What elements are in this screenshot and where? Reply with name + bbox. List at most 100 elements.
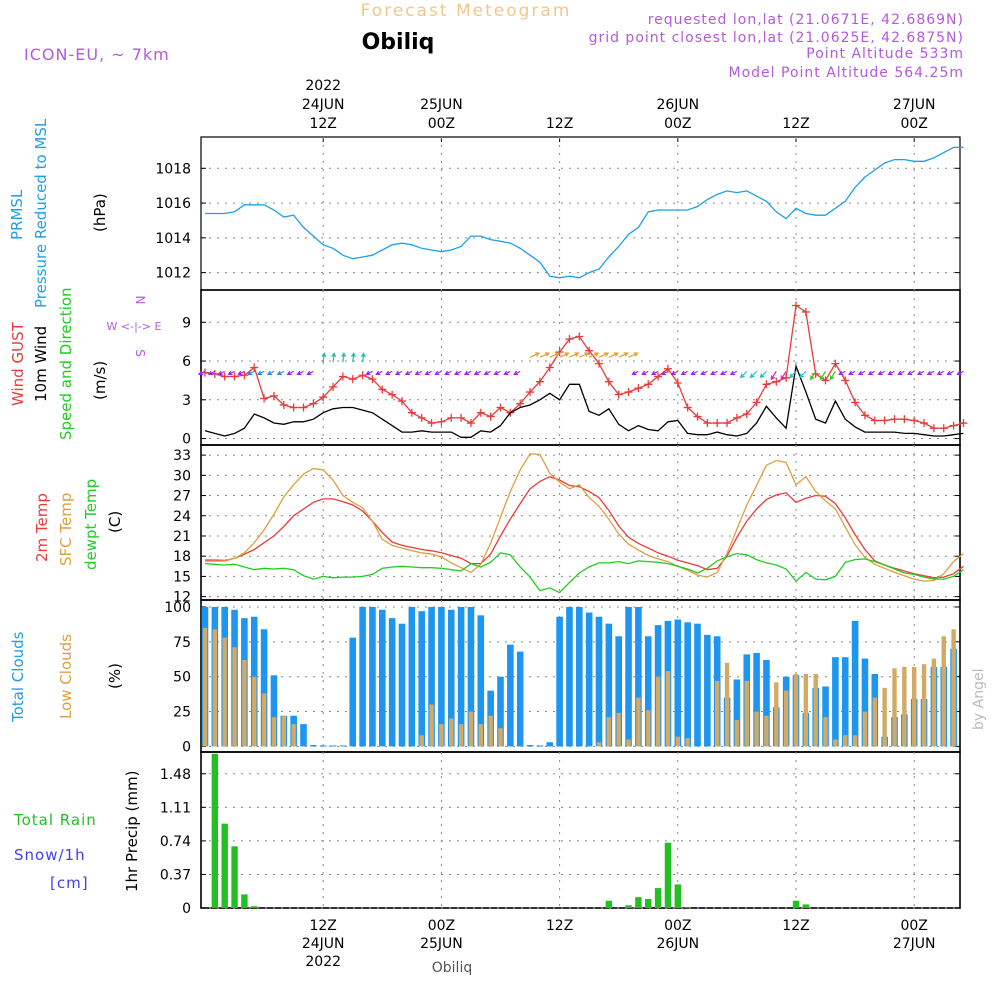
wind-arrow-icon (936, 370, 945, 376)
wind-arrow-icon (306, 370, 314, 376)
gust-marker (299, 403, 308, 412)
total-clouds-bar (595, 616, 603, 747)
low-clouds-bar (941, 636, 946, 747)
gust-marker (624, 388, 633, 397)
wind-arrow-icon (529, 352, 541, 358)
total-clouds-bar (625, 606, 632, 747)
gust-marker (851, 398, 860, 407)
panel-frame (200, 289, 961, 446)
total-clouds-bar (841, 657, 849, 747)
low-clouds-bar (202, 627, 208, 747)
wind-arrow-icon (197, 370, 206, 376)
ytick-label: 1014 (155, 231, 191, 247)
total-clouds-bar (507, 644, 514, 747)
top-axis-label: 00Z (428, 116, 455, 132)
total-clouds-label: Total Clouds (9, 631, 27, 723)
wind-arrow-icon (847, 370, 856, 376)
low-clouds-bar (685, 738, 690, 747)
total-clouds-bar (694, 623, 701, 747)
gust-marker (220, 372, 229, 381)
ytick-label: 30 (173, 468, 191, 484)
wind-arrow-icon (867, 370, 876, 376)
ytick-label: 1016 (155, 196, 191, 212)
pressure-label-2: Pressure Reduced to MSL (32, 118, 50, 308)
gust-marker (831, 359, 840, 368)
series-line-sfc-temp (205, 453, 964, 582)
top-axis-label: 00Z (664, 116, 691, 132)
low-clouds-bar (606, 717, 612, 747)
ytick-label: 24 (173, 509, 191, 525)
wind-arrow-icon (926, 370, 935, 376)
snow-unit-label: [cm] (50, 874, 89, 892)
total-clouds-bar (704, 634, 711, 747)
low-clouds-bar (764, 715, 769, 747)
total-clouds-bar (546, 742, 554, 747)
wind-arrow-icon (493, 370, 501, 376)
ytick-label: 33 (173, 448, 191, 464)
wind-arrow-icon (719, 370, 728, 376)
ytick-label: 1.11 (160, 800, 191, 816)
low-clouds-bar (783, 690, 789, 747)
low-clouds-bar (852, 735, 858, 747)
wind-arrow-icon (237, 370, 245, 376)
compass-south-label: S (133, 349, 147, 357)
credit-text: by Angel (971, 669, 987, 730)
ytick-label: 100 (164, 600, 191, 616)
series-line-10m-wind (204, 363, 964, 438)
ytick-label: 0.37 (160, 867, 191, 883)
wind-arrow-icon (453, 370, 462, 376)
gust-marker (496, 403, 505, 412)
wind-arrow-icon (700, 370, 708, 376)
requested-coords: requested lon,lat (21.0671E, 42.6869N) (648, 12, 964, 28)
total-clouds-bar (615, 636, 622, 747)
bottom-axis-label: 12Z (546, 918, 573, 934)
panel-precip: 0 0.37 0.74 1.11 1.48 (160, 752, 960, 917)
gust-marker (949, 421, 958, 430)
low-clouds-bar (252, 676, 257, 747)
gust-marker (368, 375, 377, 384)
low-clouds-bar (754, 711, 759, 747)
wind-arrow-icon (473, 370, 482, 376)
ytick-label: 18 (173, 549, 191, 565)
total-clouds-bar (270, 675, 278, 747)
low-clouds-bar (744, 680, 749, 747)
total-clouds-bar (822, 686, 829, 747)
wind-arrow-icon (810, 371, 817, 381)
gust-marker (703, 419, 712, 428)
panel-frame (200, 751, 961, 909)
wind-arrow-icon (670, 370, 679, 376)
series-line-pressure (205, 146, 964, 279)
gust-marker (535, 377, 544, 386)
wind-arrow-icon (276, 370, 285, 376)
wind-arrow-icon (321, 352, 327, 363)
gust-marker (870, 416, 879, 425)
wind-arrow-icon (483, 370, 491, 376)
wind-speed-dir-label: Speed and Direction (57, 287, 75, 440)
ytick-label: 3 (182, 393, 191, 409)
low-clouds-bar (823, 717, 828, 747)
total-clouds-bar (310, 745, 317, 747)
top-axis-label: 12Z (782, 116, 809, 132)
precip-bar (211, 753, 219, 908)
low-clouds-bar (774, 682, 779, 747)
total-clouds-bar (398, 623, 406, 747)
dewpt-label: dewpt Temp (82, 479, 100, 570)
pressure-unit: (hPa) (91, 193, 109, 232)
low-clouds-bar (232, 647, 237, 747)
gust-marker (742, 410, 751, 418)
top-axis-label: 2022 (305, 78, 341, 94)
gust-marker (929, 424, 938, 433)
wind-arrow-icon (759, 370, 767, 379)
wind-arrow-icon (956, 370, 964, 376)
panel-clouds: 0 25 50 75 100 (164, 600, 960, 755)
wind-arrow-icon (569, 352, 580, 358)
low-clouds-bar (616, 712, 621, 747)
top-axis-label: 00Z (900, 116, 927, 132)
gust-marker (437, 417, 446, 426)
series-line-dewpt-temp (204, 552, 964, 594)
gust-marker (230, 372, 239, 381)
low-clouds-bar (882, 687, 887, 747)
precip-bar (231, 846, 238, 908)
t2m-label: 2m Temp (33, 493, 51, 562)
gust-marker (900, 415, 909, 424)
